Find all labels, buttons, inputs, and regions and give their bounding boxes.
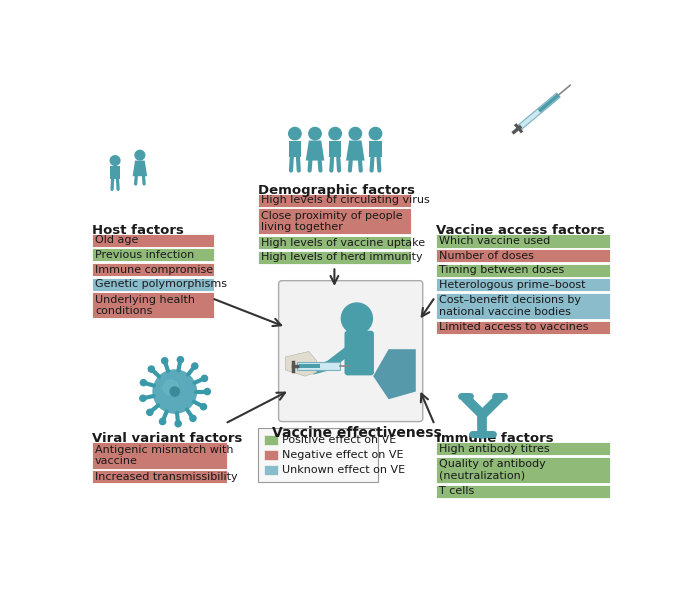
Circle shape [329,127,341,140]
Circle shape [309,127,321,140]
Circle shape [140,395,146,401]
Circle shape [140,380,147,386]
Circle shape [192,363,198,369]
Polygon shape [518,93,560,130]
FancyBboxPatch shape [258,236,411,249]
Text: Cost–benefit decisions by
national vaccine bodies: Cost–benefit decisions by national vacci… [439,295,581,317]
Text: Underlying health
conditions: Underlying health conditions [95,295,195,316]
FancyBboxPatch shape [436,321,610,334]
FancyBboxPatch shape [436,278,610,292]
Text: High levels of circulating virus: High levels of circulating virus [261,195,429,205]
Text: Unknown effect on VE: Unknown effect on VE [282,465,406,475]
FancyBboxPatch shape [436,264,610,277]
Circle shape [190,415,196,421]
Text: High levels of vaccine uptake: High levels of vaccine uptake [261,238,425,248]
Text: T cells: T cells [439,486,474,496]
Text: Immune compromise: Immune compromise [95,265,213,275]
Circle shape [147,409,153,415]
FancyBboxPatch shape [264,450,278,460]
FancyBboxPatch shape [258,194,411,207]
Text: Host factors: Host factors [92,224,184,238]
Circle shape [163,380,179,395]
FancyBboxPatch shape [92,292,214,319]
Text: Negative effect on VE: Negative effect on VE [282,450,404,460]
Circle shape [349,127,362,140]
Circle shape [175,421,182,427]
Circle shape [170,387,179,396]
FancyBboxPatch shape [92,248,214,262]
Text: High antibody titres: High antibody titres [439,444,549,454]
Text: Limited access to vaccines: Limited access to vaccines [439,322,588,332]
FancyBboxPatch shape [92,470,227,483]
Circle shape [177,356,184,363]
FancyBboxPatch shape [299,364,321,368]
Circle shape [204,388,210,395]
Circle shape [341,303,373,334]
FancyBboxPatch shape [436,485,610,498]
Text: Viral variant factors: Viral variant factors [92,433,242,445]
Polygon shape [306,140,324,161]
Text: Genetic polymorphisms: Genetic polymorphisms [95,279,227,289]
Circle shape [153,370,197,413]
FancyBboxPatch shape [110,166,120,179]
FancyBboxPatch shape [436,457,610,483]
FancyBboxPatch shape [329,140,341,157]
FancyBboxPatch shape [92,263,214,276]
FancyBboxPatch shape [92,278,214,290]
Circle shape [162,358,168,364]
Text: Antigenic mismatch with
vaccine: Antigenic mismatch with vaccine [95,445,234,466]
Text: Timing between doses: Timing between doses [439,265,564,275]
FancyBboxPatch shape [264,464,278,475]
Circle shape [148,366,154,372]
Circle shape [110,156,120,166]
Circle shape [288,127,301,140]
FancyBboxPatch shape [92,442,227,469]
FancyBboxPatch shape [258,428,378,482]
FancyBboxPatch shape [258,251,411,264]
Text: Demographic factors: Demographic factors [258,184,414,197]
Polygon shape [514,123,523,133]
Text: Close proximity of people
living together: Close proximity of people living togethe… [261,211,402,232]
Polygon shape [373,349,416,399]
FancyBboxPatch shape [279,281,423,422]
Text: Previous infection: Previous infection [95,250,194,260]
Polygon shape [346,140,364,161]
FancyBboxPatch shape [258,208,411,235]
Polygon shape [538,94,560,113]
Text: Heterologous prime–boost: Heterologous prime–boost [439,280,586,290]
Text: Quality of antibody
(neutralization): Quality of antibody (neutralization) [439,459,546,481]
FancyBboxPatch shape [92,234,214,247]
FancyBboxPatch shape [369,140,382,157]
Circle shape [201,404,207,410]
Text: Vaccine effectiveness: Vaccine effectiveness [272,426,442,440]
Text: Number of doses: Number of doses [439,251,534,260]
Circle shape [135,151,145,160]
Circle shape [369,127,382,140]
Text: Positive effect on VE: Positive effect on VE [282,436,397,445]
Text: High levels of herd immunity: High levels of herd immunity [261,252,423,262]
Text: Which vaccine used: Which vaccine used [439,236,550,246]
Polygon shape [133,161,147,176]
Text: Increased transmissibility: Increased transmissibility [95,472,238,482]
FancyBboxPatch shape [297,362,340,370]
FancyBboxPatch shape [288,140,301,157]
FancyBboxPatch shape [436,249,610,262]
Text: Old age: Old age [95,235,138,245]
FancyBboxPatch shape [264,436,278,445]
FancyBboxPatch shape [436,442,610,455]
Text: Vaccine access factors: Vaccine access factors [436,224,605,238]
Polygon shape [312,346,347,374]
FancyBboxPatch shape [345,331,374,376]
Circle shape [201,376,208,382]
Polygon shape [286,352,316,376]
Circle shape [160,418,166,425]
FancyBboxPatch shape [436,293,610,319]
Text: Immune factors: Immune factors [436,433,553,445]
FancyBboxPatch shape [436,235,610,248]
